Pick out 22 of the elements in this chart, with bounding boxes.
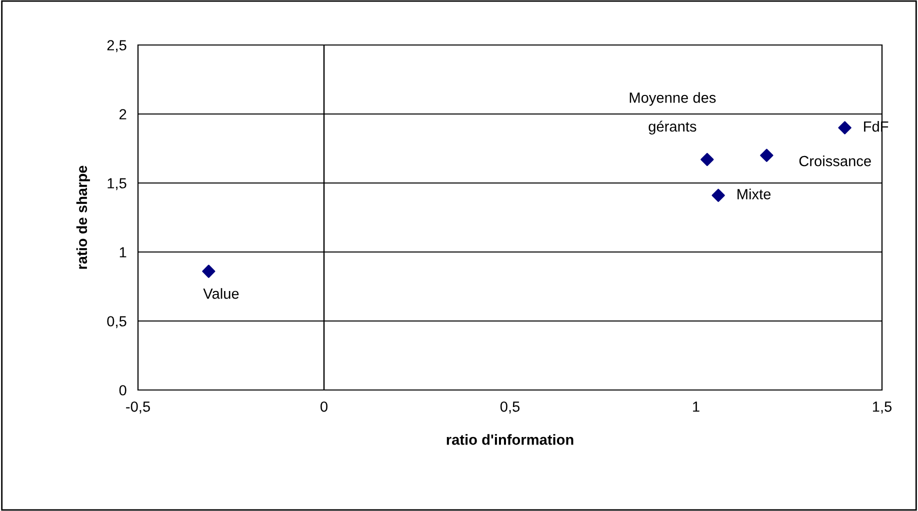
x-tick-label: 1,5: [872, 402, 892, 414]
y-tick-label: 0: [119, 385, 126, 396]
annotation: Mixte: [738, 188, 771, 200]
point: [760, 148, 774, 162]
x-tick-label: 0: [320, 401, 328, 412]
y-tick-label: 2: [120, 109, 126, 120]
point: [202, 264, 216, 278]
y-axis-title: ratio de sharpe: [76, 166, 90, 269]
point: [712, 188, 725, 202]
point: [838, 121, 852, 134]
x-tick-label: 0,5: [500, 401, 520, 414]
y-tick-label: 2,5: [107, 40, 126, 52]
y-tick-label: 1,5: [108, 178, 126, 190]
annotation: Moyenne des gérants: [630, 92, 716, 135]
annotation: Value: [203, 288, 239, 299]
x-tick-label: 1: [693, 402, 700, 412]
x-axis-title: ratio d'information: [446, 434, 574, 445]
point: [700, 152, 714, 166]
y-tick-label: 0,5: [107, 316, 126, 328]
x-tick-label: -0,5: [126, 401, 150, 414]
y-tick-label: 1: [120, 247, 126, 258]
annotation: Croissance: [799, 156, 871, 166]
